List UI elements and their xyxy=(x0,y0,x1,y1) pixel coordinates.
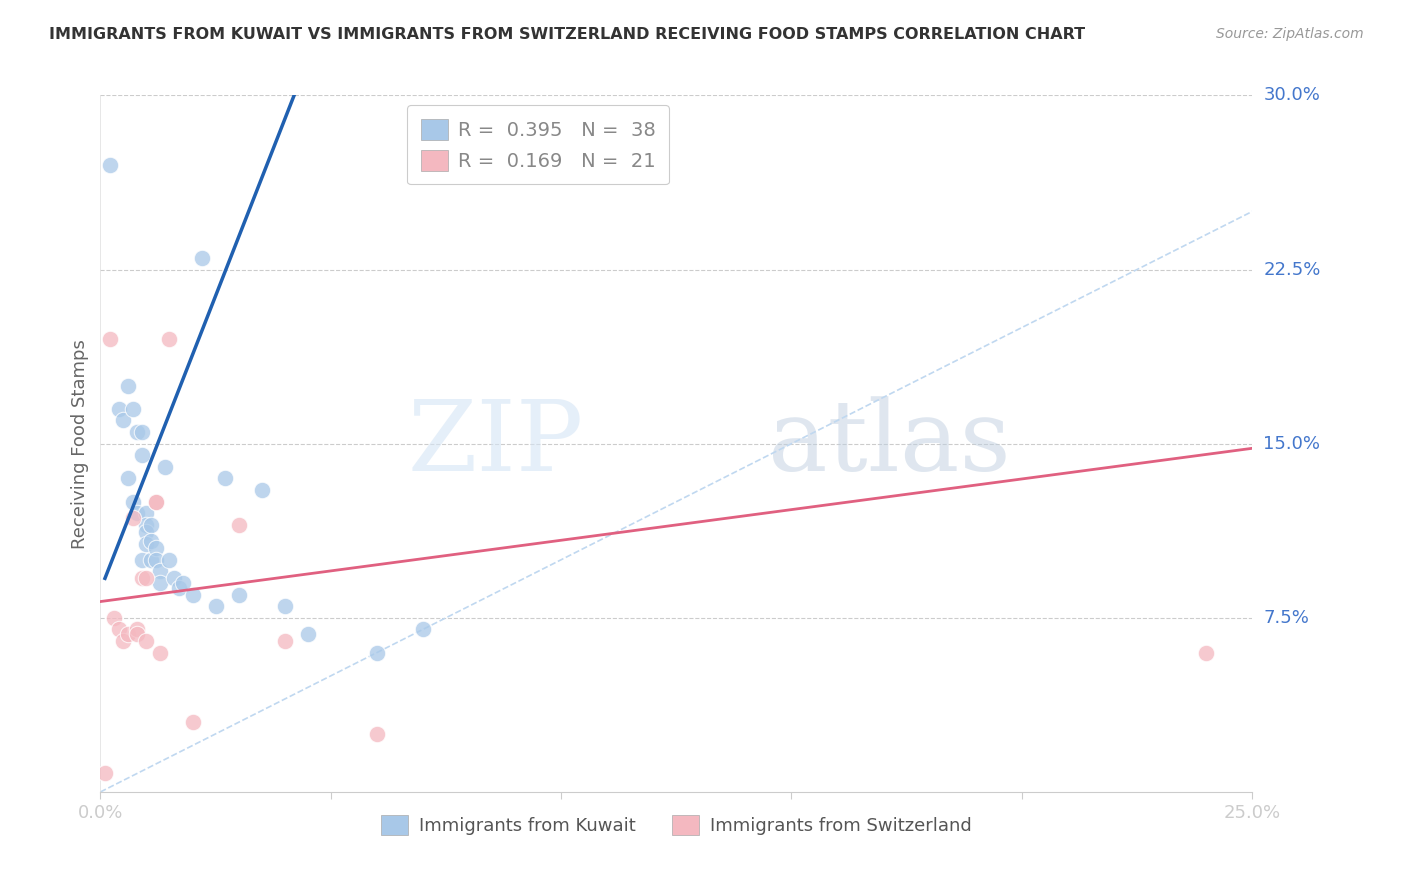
Point xyxy=(139,517,162,532)
Point xyxy=(139,553,162,567)
Point xyxy=(121,494,143,508)
Point xyxy=(273,634,295,648)
Text: ZIP: ZIP xyxy=(408,396,583,491)
Point xyxy=(297,627,319,641)
Point xyxy=(131,425,153,439)
Point xyxy=(117,471,139,485)
Point xyxy=(153,459,176,474)
Text: 30.0%: 30.0% xyxy=(1264,87,1320,104)
Point xyxy=(135,571,157,585)
Point xyxy=(412,623,434,637)
Text: 15.0%: 15.0% xyxy=(1264,434,1320,452)
Text: 7.5%: 7.5% xyxy=(1264,609,1309,627)
Text: atlas: atlas xyxy=(769,396,1011,491)
Point xyxy=(117,378,139,392)
Point xyxy=(149,646,172,660)
Point xyxy=(135,517,157,532)
Point xyxy=(135,634,157,648)
Point xyxy=(107,623,129,637)
Point xyxy=(98,158,121,172)
Point xyxy=(181,588,204,602)
Point xyxy=(135,536,157,550)
Point xyxy=(145,541,167,556)
Point xyxy=(163,571,186,585)
Point xyxy=(121,511,143,525)
Point xyxy=(214,471,236,485)
Point xyxy=(135,506,157,520)
Point xyxy=(131,448,153,462)
Point xyxy=(107,401,129,416)
Y-axis label: Receiving Food Stamps: Receiving Food Stamps xyxy=(72,339,89,549)
Point xyxy=(127,623,149,637)
Point xyxy=(228,517,250,532)
Point xyxy=(159,553,181,567)
Point xyxy=(228,588,250,602)
Point xyxy=(117,627,139,641)
Text: 22.5%: 22.5% xyxy=(1264,260,1320,278)
Point xyxy=(366,727,388,741)
Point xyxy=(94,766,117,780)
Point xyxy=(121,401,143,416)
Point xyxy=(250,483,273,497)
Point xyxy=(127,506,149,520)
Point xyxy=(149,576,172,591)
Point xyxy=(103,611,125,625)
Point xyxy=(127,425,149,439)
Point xyxy=(1195,646,1218,660)
Point xyxy=(98,332,121,346)
Point xyxy=(145,494,167,508)
Point xyxy=(273,599,295,614)
Legend: Immigrants from Kuwait, Immigrants from Switzerland: Immigrants from Kuwait, Immigrants from … xyxy=(374,808,979,842)
Point xyxy=(135,524,157,539)
Point xyxy=(181,715,204,730)
Point xyxy=(172,576,194,591)
Point xyxy=(366,646,388,660)
Point xyxy=(145,553,167,567)
Point xyxy=(159,332,181,346)
Point xyxy=(127,627,149,641)
Point xyxy=(149,565,172,579)
Point xyxy=(145,494,167,508)
Point xyxy=(112,413,135,427)
Text: IMMIGRANTS FROM KUWAIT VS IMMIGRANTS FROM SWITZERLAND RECEIVING FOOD STAMPS CORR: IMMIGRANTS FROM KUWAIT VS IMMIGRANTS FRO… xyxy=(49,27,1085,42)
Point xyxy=(139,534,162,549)
Point xyxy=(131,571,153,585)
Point xyxy=(131,553,153,567)
Point xyxy=(112,634,135,648)
Point xyxy=(190,251,212,265)
Point xyxy=(204,599,226,614)
Text: Source: ZipAtlas.com: Source: ZipAtlas.com xyxy=(1216,27,1364,41)
Point xyxy=(167,581,190,595)
